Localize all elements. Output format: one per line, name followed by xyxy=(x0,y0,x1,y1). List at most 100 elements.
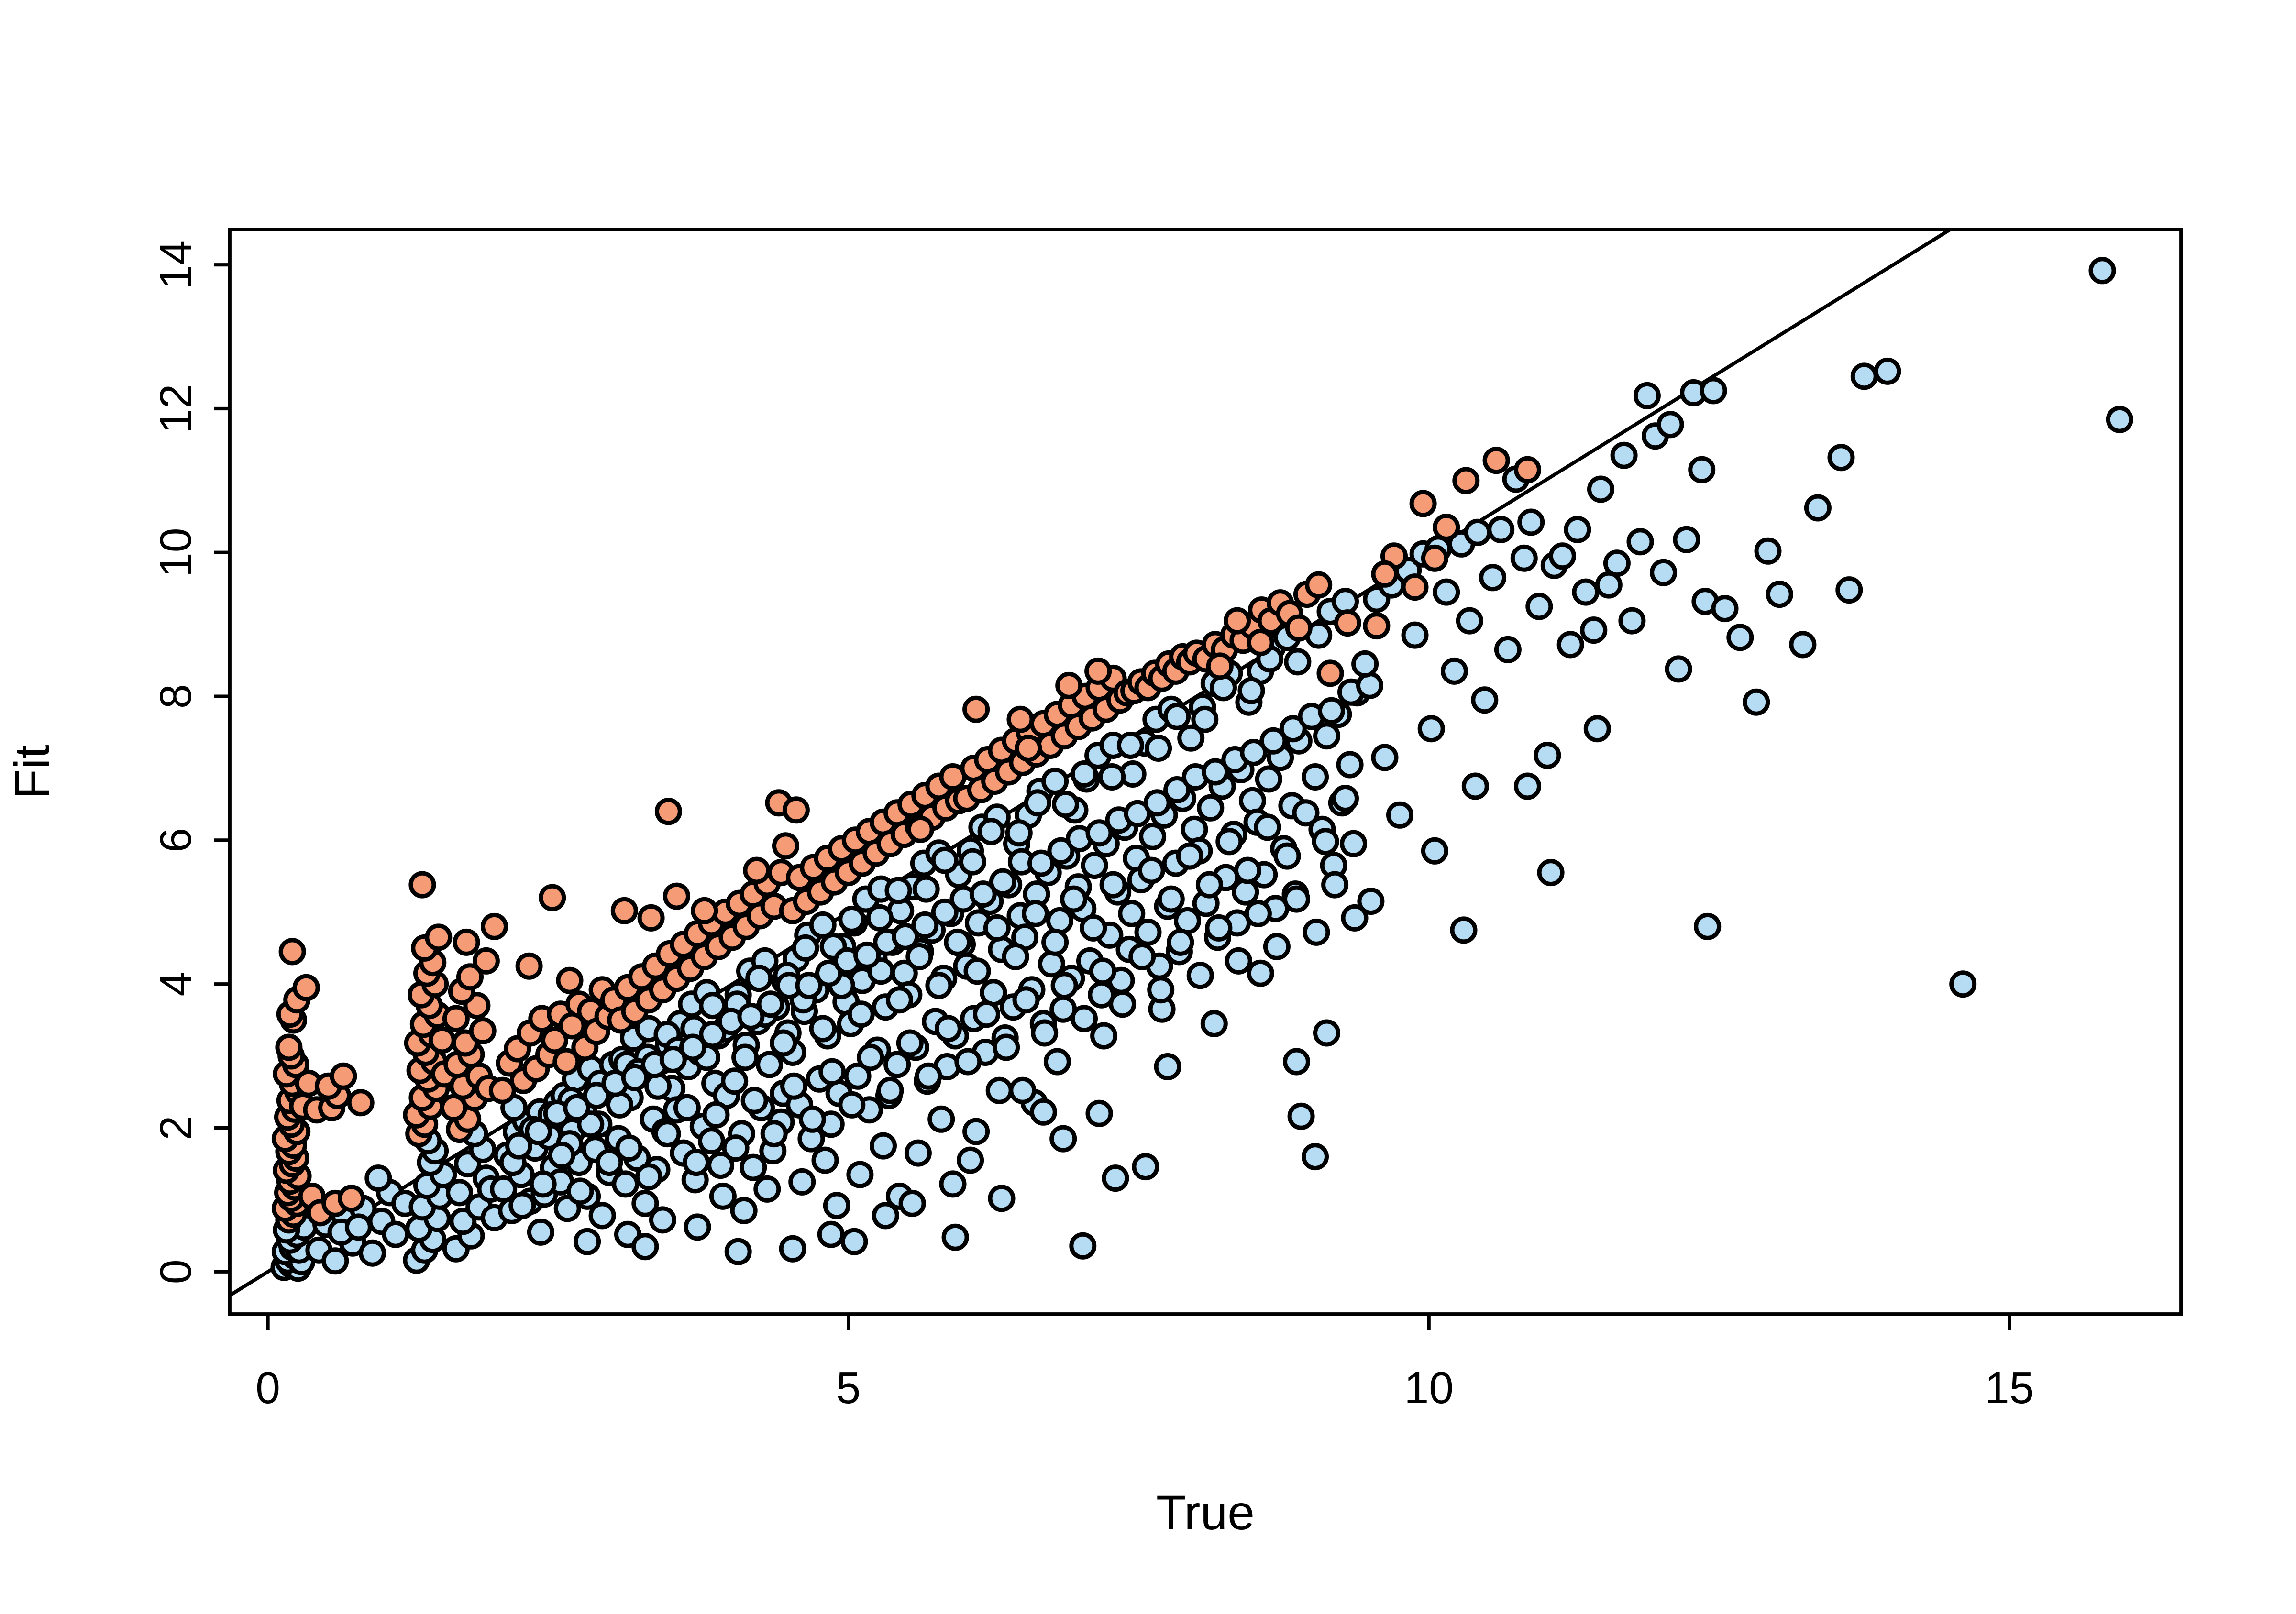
data-point xyxy=(1283,885,1310,913)
data-point xyxy=(772,832,799,860)
data-point xyxy=(702,1101,730,1129)
data-point xyxy=(798,1105,826,1133)
data-point xyxy=(654,798,682,825)
x-tick-label: 0 xyxy=(255,1363,280,1413)
data-point xyxy=(883,1051,911,1078)
data-point xyxy=(1085,1099,1113,1127)
data-point xyxy=(364,1164,392,1192)
data-point xyxy=(488,1076,516,1104)
data-point xyxy=(1949,970,1977,998)
data-point xyxy=(853,941,881,969)
data-point xyxy=(1694,912,1722,940)
plot-box xyxy=(228,228,2183,1316)
data-point xyxy=(1487,516,1515,543)
data-point xyxy=(927,1105,955,1133)
data-point xyxy=(1433,514,1460,541)
data-point xyxy=(1421,837,1448,865)
data-point xyxy=(525,1118,552,1145)
data-point xyxy=(621,1064,649,1091)
data-point xyxy=(1116,732,1144,759)
data-point xyxy=(1177,724,1205,752)
data-point xyxy=(1283,1048,1310,1076)
data-point xyxy=(1332,785,1359,812)
data-point xyxy=(962,695,990,723)
data-point xyxy=(1650,559,1678,586)
data-point xyxy=(1461,772,1489,800)
data-point xyxy=(954,1048,982,1076)
data-point xyxy=(1089,957,1116,985)
data-point xyxy=(1205,914,1233,942)
data-point xyxy=(1313,722,1340,750)
data-point xyxy=(1047,837,1075,865)
points-layer xyxy=(270,257,2133,1282)
data-point xyxy=(963,957,991,985)
data-point xyxy=(588,1202,616,1230)
data-point xyxy=(1401,621,1429,649)
data-point xyxy=(1052,791,1079,818)
data-point xyxy=(1163,776,1191,803)
data-point xyxy=(1514,456,1541,483)
data-point xyxy=(1302,1143,1329,1171)
data-point xyxy=(1031,1019,1059,1047)
data-point xyxy=(1656,411,1684,439)
data-point xyxy=(1012,986,1040,1014)
data-point xyxy=(1789,631,1817,659)
data-point xyxy=(780,1072,808,1100)
data-point xyxy=(1029,1098,1057,1126)
data-point xyxy=(1238,787,1266,814)
data-point xyxy=(876,1076,904,1104)
data-point xyxy=(993,1033,1020,1061)
data-point xyxy=(679,1033,706,1061)
data-point xyxy=(934,1015,962,1043)
data-point xyxy=(505,1132,532,1160)
data-point xyxy=(792,934,819,962)
data-point xyxy=(905,943,933,970)
data-point xyxy=(1206,652,1234,680)
data-point xyxy=(1015,735,1042,762)
data-point xyxy=(2088,257,2116,285)
data-point xyxy=(440,1094,467,1121)
data-point xyxy=(1237,677,1265,704)
data-point xyxy=(962,1118,990,1145)
data-point xyxy=(1085,819,1113,847)
data-point xyxy=(1471,686,1499,714)
y-tick-label: 10 xyxy=(151,528,200,577)
data-point xyxy=(382,1220,409,1248)
data-point xyxy=(1024,789,1051,817)
y-axis-title: Fit xyxy=(5,745,59,799)
data-point xyxy=(985,1076,1013,1104)
data-point xyxy=(684,1213,711,1241)
data-point xyxy=(847,1000,875,1028)
data-point xyxy=(1071,760,1098,788)
y-tick-label: 12 xyxy=(151,384,200,433)
y-tick-label: 4 xyxy=(151,972,200,997)
data-point xyxy=(892,922,919,950)
data-point xyxy=(904,1139,932,1167)
data-point xyxy=(673,1094,701,1121)
data-point xyxy=(472,947,500,975)
data-point xyxy=(1673,526,1700,553)
data-point xyxy=(1009,1076,1037,1104)
data-point xyxy=(481,912,508,940)
data-point xyxy=(788,1168,816,1196)
data-point xyxy=(1041,768,1069,795)
data-point xyxy=(811,1146,839,1174)
data-point xyxy=(957,1146,984,1174)
data-point xyxy=(885,986,913,1014)
data-point xyxy=(338,1185,365,1212)
data-point xyxy=(1049,1125,1077,1153)
data-point xyxy=(1456,607,1483,635)
data-point xyxy=(1255,765,1282,793)
data-point xyxy=(721,1067,749,1095)
data-point xyxy=(1433,578,1460,606)
data-point xyxy=(840,1228,868,1255)
data-point xyxy=(989,868,1016,896)
data-point xyxy=(809,911,837,939)
data-point xyxy=(1102,1164,1129,1192)
data-point xyxy=(1421,544,1448,572)
data-point xyxy=(911,911,939,939)
data-point xyxy=(1099,871,1127,899)
data-point xyxy=(1313,1019,1340,1047)
data-point xyxy=(606,1091,633,1119)
